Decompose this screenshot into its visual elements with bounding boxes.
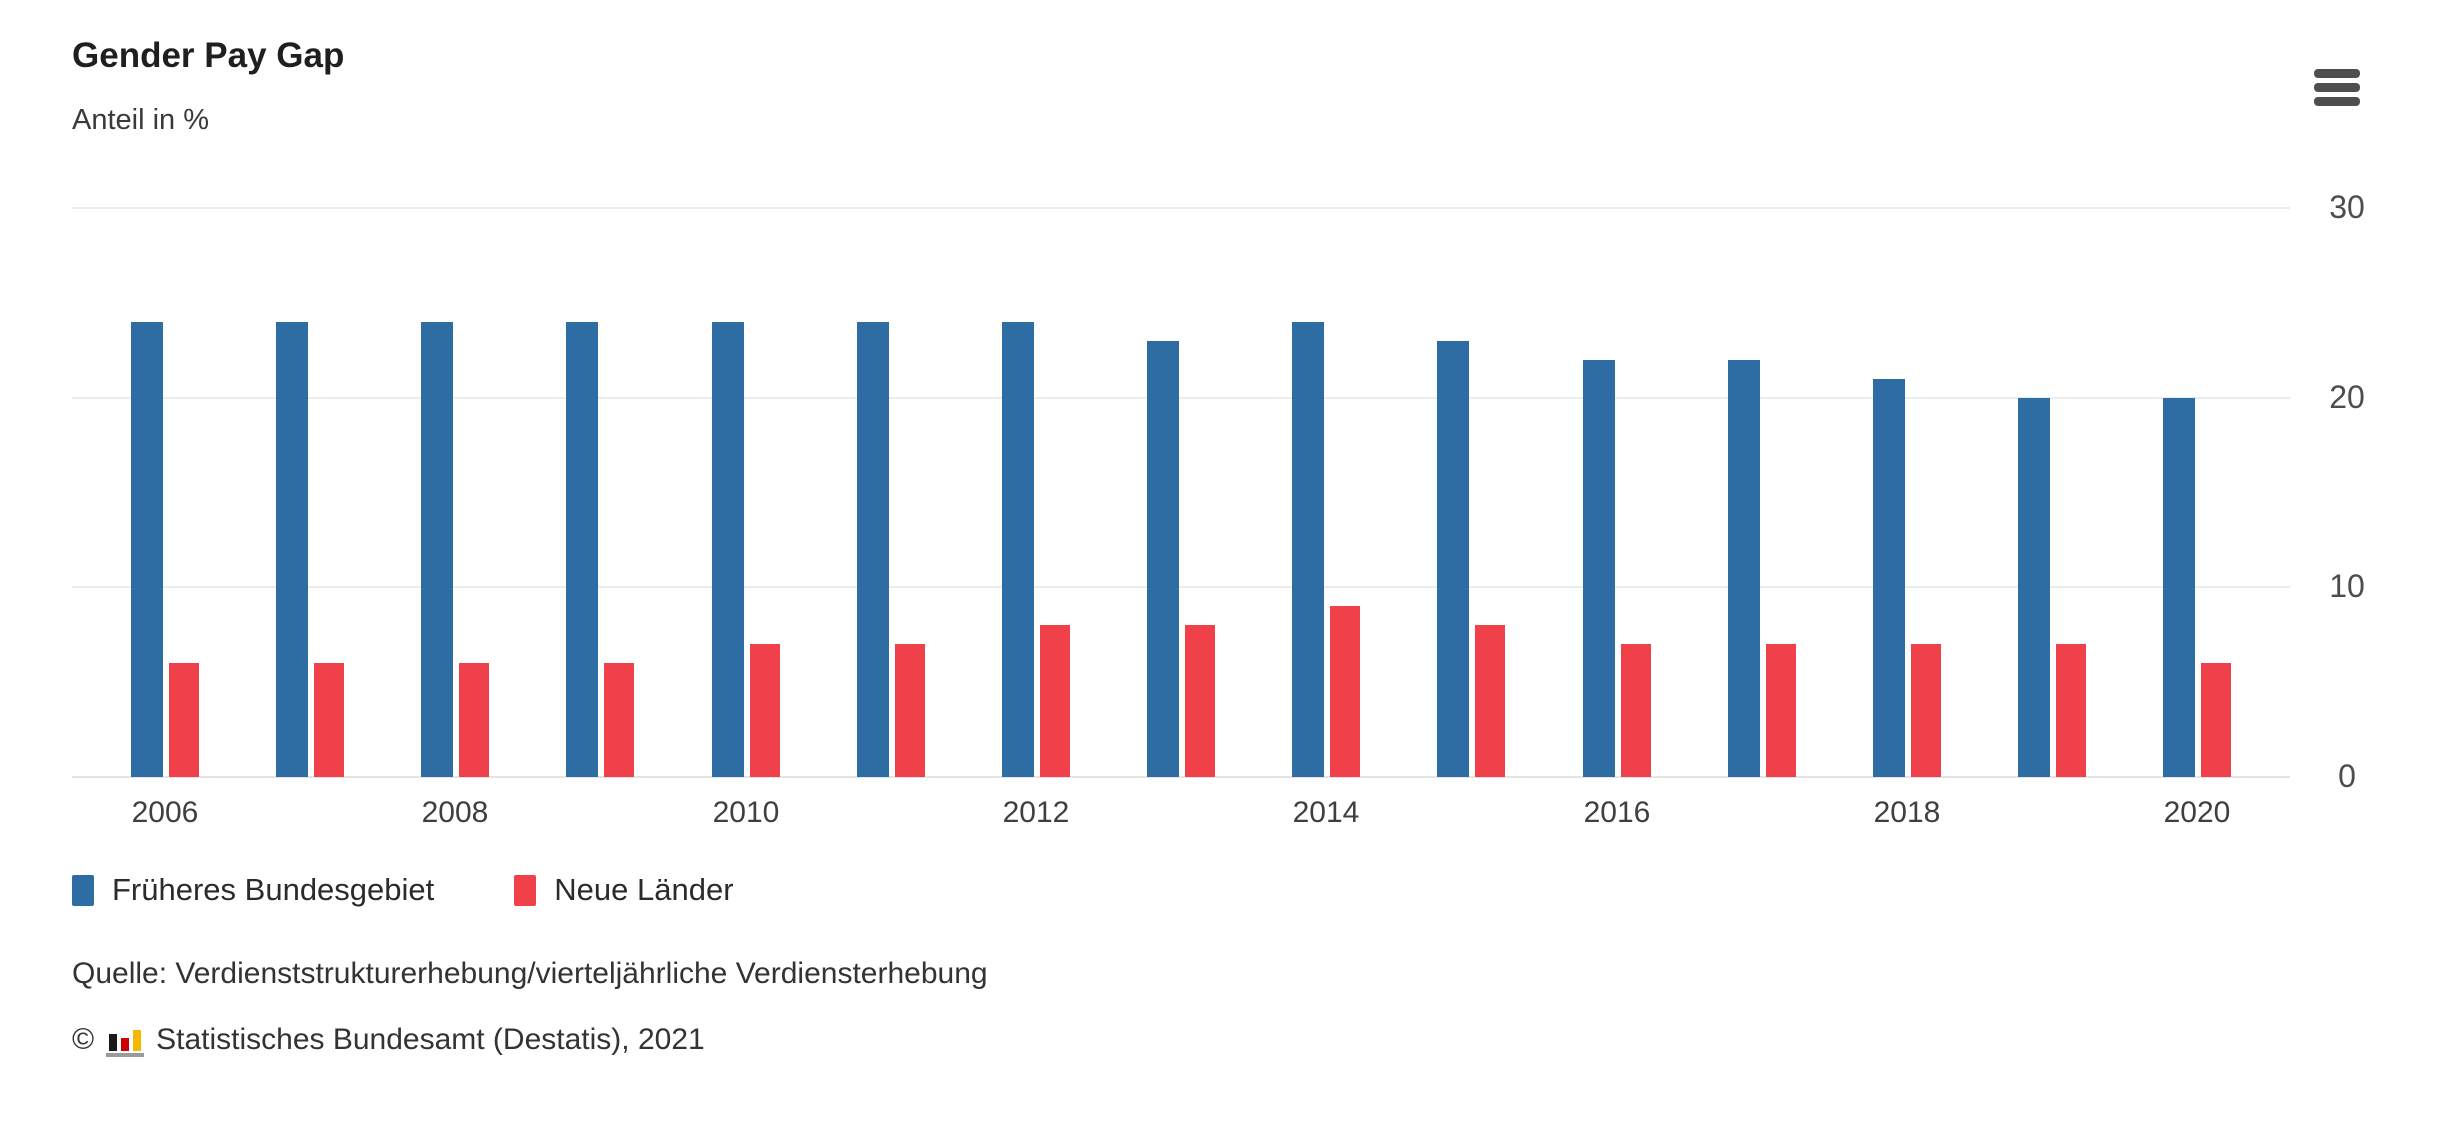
bar-frueheres-bundesgebiet-2012[interactable] <box>1002 322 1034 777</box>
bar-neue-laender-2020[interactable] <box>2201 663 2231 777</box>
bar-neue-laender-2012[interactable] <box>1040 625 1070 777</box>
legend-label: Früheres Bundesgebiet <box>112 872 435 907</box>
legend-swatch-blue-icon <box>72 874 94 906</box>
x-axis-label-2008: 2008 <box>421 796 489 829</box>
x-axis-label-2010: 2010 <box>712 796 780 829</box>
copyright-line: © Statistisches Bundesamt (Destatis), 20… <box>72 1023 705 1057</box>
bar-frueheres-bundesgebiet-2014[interactable] <box>1292 322 1324 777</box>
bar-frueheres-bundesgebiet-2011[interactable] <box>857 322 889 777</box>
bar-frueheres-bundesgebiet-2020[interactable] <box>2163 398 2195 777</box>
x-axis-label-2006: 2006 <box>131 796 199 829</box>
bar-frueheres-bundesgebiet-2009[interactable] <box>566 322 598 777</box>
legend: Früheres Bundesgebiet Neue Länder <box>72 872 734 908</box>
bar-neue-laender-2008[interactable] <box>459 663 489 777</box>
legend-swatch-red-icon <box>514 874 537 906</box>
legend-item-frueheres-bundesgebiet[interactable]: Früheres Bundesgebiet <box>72 872 434 908</box>
bar-neue-laender-2014[interactable] <box>1330 606 1360 777</box>
bar-neue-laender-2017[interactable] <box>1766 644 1796 777</box>
bar-neue-laender-2019[interactable] <box>2056 644 2086 777</box>
x-axis-label-2014: 2014 <box>1292 796 1360 829</box>
bar-neue-laender-2006[interactable] <box>169 663 199 777</box>
chart-menu-button[interactable] <box>2302 56 2372 118</box>
y-axis-tick-label-20: 20 <box>2329 378 2365 415</box>
source-note: Quelle: Verdienststrukturerhebung/vierte… <box>72 957 988 990</box>
copyright-text: Statistisches Bundesamt (Destatis), 2021 <box>156 1023 705 1056</box>
legend-item-neue-laender[interactable]: Neue Länder <box>514 872 734 908</box>
plot-area: 0 10 20 30 2006 2008 2010 2012 2014 2016 2018 2020 <box>0 150 2460 850</box>
bar-frueheres-bundesgebiet-2007[interactable] <box>276 322 308 777</box>
x-axis-label-2012: 2012 <box>1002 796 1070 829</box>
bar-neue-laender-2007[interactable] <box>314 663 344 777</box>
page-title: Gender Pay Gap <box>72 36 345 75</box>
bar-frueheres-bundesgebiet-2019[interactable] <box>2018 398 2050 777</box>
copyright-symbol: © <box>72 1023 95 1056</box>
bar-frueheres-bundesgebiet-2016[interactable] <box>1583 360 1615 777</box>
bar-frueheres-bundesgebiet-2015[interactable] <box>1437 341 1469 777</box>
gridline-30 <box>72 206 2290 209</box>
page-subtitle: Anteil in % <box>72 104 210 136</box>
hamburger-menu-icon <box>2314 68 2360 106</box>
destatis-bars-logo-icon <box>106 1023 145 1057</box>
y-axis-tick-label-30: 30 <box>2329 188 2365 225</box>
y-axis-tick-label-10: 10 <box>2329 568 2365 605</box>
bar-neue-laender-2009[interactable] <box>604 663 634 777</box>
bar-frueheres-bundesgebiet-2006[interactable] <box>131 322 163 777</box>
bar-frueheres-bundesgebiet-2018[interactable] <box>1873 379 1905 777</box>
bar-frueheres-bundesgebiet-2010[interactable] <box>712 322 744 777</box>
y-axis-tick-label-0: 0 <box>2338 758 2356 794</box>
bar-neue-laender-2018[interactable] <box>1911 644 1941 777</box>
x-axis-label-2018: 2018 <box>1873 796 1941 829</box>
bar-neue-laender-2011[interactable] <box>895 644 925 777</box>
x-axis-label-2016: 2016 <box>1583 796 1651 829</box>
gridline-20 <box>72 396 2290 399</box>
gridline-0 <box>72 776 2290 778</box>
bar-neue-laender-2010[interactable] <box>750 644 780 777</box>
bar-frueheres-bundesgebiet-2013[interactable] <box>1147 341 1179 777</box>
bar-neue-laender-2013[interactable] <box>1185 625 1215 777</box>
bar-frueheres-bundesgebiet-2008[interactable] <box>421 322 453 777</box>
bar-neue-laender-2015[interactable] <box>1475 625 1505 777</box>
legend-label: Neue Länder <box>554 872 734 907</box>
bar-frueheres-bundesgebiet-2017[interactable] <box>1728 360 1760 777</box>
bar-neue-laender-2016[interactable] <box>1621 644 1651 777</box>
x-axis-label-2020: 2020 <box>2163 796 2231 829</box>
gridline-10 <box>72 586 2290 589</box>
